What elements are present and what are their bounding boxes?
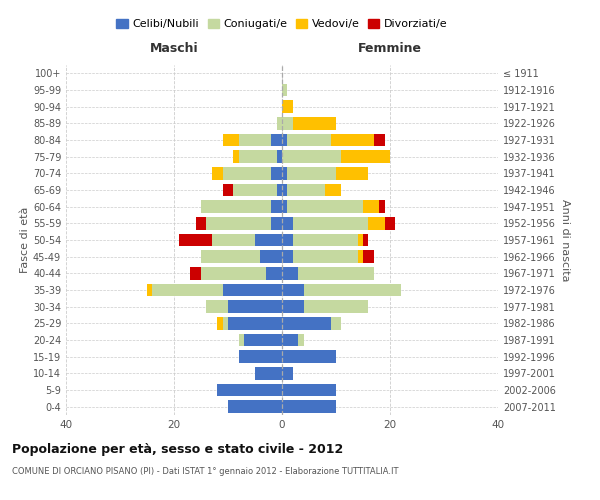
Bar xyxy=(282,367,293,380)
Bar xyxy=(385,217,395,230)
Bar xyxy=(282,250,293,263)
Bar xyxy=(271,134,282,146)
Bar xyxy=(282,184,287,196)
Bar xyxy=(331,134,374,146)
Bar xyxy=(255,367,282,380)
Bar xyxy=(201,250,260,263)
Bar xyxy=(282,300,304,313)
Bar xyxy=(277,117,282,130)
Bar xyxy=(212,167,223,179)
Bar xyxy=(358,234,363,246)
Bar xyxy=(282,317,331,330)
Bar xyxy=(228,300,282,313)
Text: Popolazione per età, sesso e stato civile - 2012: Popolazione per età, sesso e stato civil… xyxy=(12,442,343,456)
Bar xyxy=(304,300,368,313)
Bar xyxy=(282,167,287,179)
Bar xyxy=(282,100,293,113)
Bar xyxy=(282,117,293,130)
Bar xyxy=(271,167,282,179)
Bar xyxy=(271,217,282,230)
Bar xyxy=(201,200,271,213)
Bar xyxy=(282,334,298,346)
Bar xyxy=(223,317,228,330)
Bar xyxy=(298,267,374,280)
Y-axis label: Anni di nascita: Anni di nascita xyxy=(560,198,569,281)
Bar xyxy=(196,217,206,230)
Bar xyxy=(282,384,336,396)
Text: Femmine: Femmine xyxy=(358,42,422,55)
Bar xyxy=(282,84,287,96)
Bar xyxy=(223,167,271,179)
Bar xyxy=(212,234,255,246)
Bar xyxy=(239,350,282,363)
Text: Maschi: Maschi xyxy=(149,42,199,55)
Bar xyxy=(293,217,368,230)
Bar xyxy=(233,184,277,196)
Y-axis label: Fasce di età: Fasce di età xyxy=(20,207,30,273)
Bar xyxy=(244,334,282,346)
Bar xyxy=(293,117,336,130)
Bar xyxy=(379,200,385,213)
Bar xyxy=(282,267,298,280)
Bar xyxy=(255,234,282,246)
Bar xyxy=(282,200,287,213)
Bar xyxy=(223,134,239,146)
Bar xyxy=(331,317,341,330)
Bar xyxy=(363,234,368,246)
Bar xyxy=(363,200,379,213)
Bar xyxy=(282,150,341,163)
Bar xyxy=(228,317,282,330)
Bar xyxy=(239,134,271,146)
Bar xyxy=(239,150,277,163)
Bar xyxy=(206,217,271,230)
Bar xyxy=(282,350,336,363)
Bar xyxy=(147,284,152,296)
Bar xyxy=(325,184,341,196)
Bar xyxy=(336,167,368,179)
Bar xyxy=(304,284,401,296)
Bar xyxy=(277,184,282,196)
Bar xyxy=(206,300,228,313)
Bar xyxy=(228,400,282,413)
Bar xyxy=(239,334,244,346)
Bar xyxy=(287,167,336,179)
Bar xyxy=(282,234,293,246)
Bar xyxy=(266,267,282,280)
Bar xyxy=(260,250,282,263)
Bar xyxy=(217,384,282,396)
Bar xyxy=(233,150,239,163)
Bar xyxy=(277,150,282,163)
Bar xyxy=(368,217,385,230)
Bar xyxy=(298,334,304,346)
Text: COMUNE DI ORCIANO PISANO (PI) - Dati ISTAT 1° gennaio 2012 - Elaborazione TUTTIT: COMUNE DI ORCIANO PISANO (PI) - Dati IST… xyxy=(12,468,398,476)
Bar xyxy=(282,400,336,413)
Bar xyxy=(282,134,287,146)
Bar xyxy=(223,184,233,196)
Bar xyxy=(282,284,304,296)
Bar xyxy=(223,284,282,296)
Bar xyxy=(271,200,282,213)
Bar xyxy=(217,317,223,330)
Bar xyxy=(363,250,374,263)
Bar xyxy=(374,134,385,146)
Bar xyxy=(287,184,325,196)
Bar xyxy=(190,267,201,280)
Bar xyxy=(179,234,212,246)
Legend: Celibi/Nubili, Coniugati/e, Vedovi/e, Divorziati/e: Celibi/Nubili, Coniugati/e, Vedovi/e, Di… xyxy=(112,14,452,34)
Bar xyxy=(341,150,390,163)
Bar xyxy=(152,284,223,296)
Bar xyxy=(282,217,293,230)
Bar xyxy=(293,234,358,246)
Bar xyxy=(293,250,358,263)
Bar xyxy=(287,134,331,146)
Bar xyxy=(201,267,266,280)
Bar xyxy=(287,200,363,213)
Bar xyxy=(358,250,363,263)
